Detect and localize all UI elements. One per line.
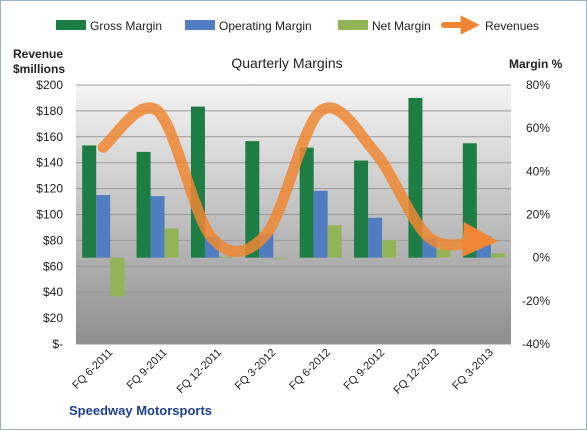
bar-gross-margin-5 [354,160,369,258]
left-axis-label-line1: Revenue [13,47,63,61]
legend-label-gross-margin: Gross Margin [90,19,162,33]
bar-operating-margin-1 [150,196,165,258]
bar-gross-margin-3 [245,141,260,258]
bar-net-margin-0 [110,257,125,297]
x-tick-label: FQ 12-2012 [392,347,442,397]
bar-net-margin-5 [382,240,397,258]
bar-net-margin-2 [218,256,233,258]
bar-net-margin-1 [164,228,179,258]
x-tick-label: FQ 9-2011 [125,347,170,392]
x-tick-label: FQ 3-2012 [233,347,279,393]
bar-net-margin-6 [436,249,451,258]
legend-label-revenues: Revenues [485,19,539,33]
legend-item-gross-margin: Gross Margin [56,19,162,33]
left-tick-label: $80 [43,233,63,247]
right-axis-ticks: -40% -20% 0% 20% 40% 60% 80% [522,78,550,351]
right-tick-label: 20% [526,208,550,222]
right-tick-label: 40% [526,164,550,178]
legend-label-net-margin: Net Margin [372,19,431,33]
bar-net-margin-4 [327,225,342,258]
left-axis-ticks: $- $20 $40 $60 $80 $100 $120 $140 $160 $180 $200 [36,78,63,351]
legend-item-revenues: Revenues [441,15,539,35]
left-tick-label: $200 [36,78,63,92]
left-tick-label: $180 [36,104,63,118]
bar-gross-margin-0 [82,145,97,258]
left-tick-label: $160 [36,130,63,144]
left-tick-label: $140 [36,156,63,170]
bar-gross-margin-1 [136,151,151,258]
right-tick-label: 80% [526,78,550,92]
right-tick-label: -20% [522,294,550,308]
legend: Gross Margin Operating Margin Net Margin… [56,15,539,35]
right-tick-label: 0% [533,251,551,265]
legend-swatch-net-margin [338,20,368,30]
left-tick-label: $40 [43,285,63,299]
chart-title: Quarterly Margins [231,55,342,71]
x-tick-label: FQ 6-2011 [70,347,115,392]
legend-item-operating-margin: Operating Margin [185,19,312,33]
left-tick-label: $20 [43,311,63,325]
right-axis-label: Margin % [509,57,563,71]
revenue-line-layer [97,102,499,258]
legend-swatch-operating-margin [185,20,215,30]
company-name: Speedway Motorsports [69,403,212,418]
x-tick-label: FQ 12-2011 [175,347,224,396]
bar-operating-margin-0 [96,195,111,258]
left-axis-label-line2: $millions [13,62,65,76]
legend-item-net-margin: Net Margin [338,19,431,33]
x-axis-ticks: FQ 6-2011 FQ 9-2011 FQ 12-2011 FQ 3-2012 FQ … [70,347,496,397]
revenues-line [97,102,499,258]
right-tick-label: -40% [522,337,550,351]
x-tick-label: FQ 9-2012 [342,347,388,393]
left-tick-label: $120 [36,182,63,196]
x-tick-label: FQ 3-2013 [450,347,496,393]
bar-operating-margin-4 [313,190,328,258]
left-tick-label: $100 [36,208,63,222]
bars [82,97,505,297]
bar-operating-margin-5 [368,217,383,258]
right-tick-label: 60% [526,121,550,135]
bar-net-margin-3 [273,257,288,259]
x-tick-label: FQ 6-2012 [287,347,333,393]
bar-gross-margin-4 [299,147,314,258]
left-tick-label: $- [52,337,63,351]
left-tick-label: $60 [43,259,63,273]
bar-net-margin-7 [490,253,505,258]
legend-swatch-gross-margin [56,20,86,30]
legend-label-operating-margin: Operating Margin [219,19,312,33]
